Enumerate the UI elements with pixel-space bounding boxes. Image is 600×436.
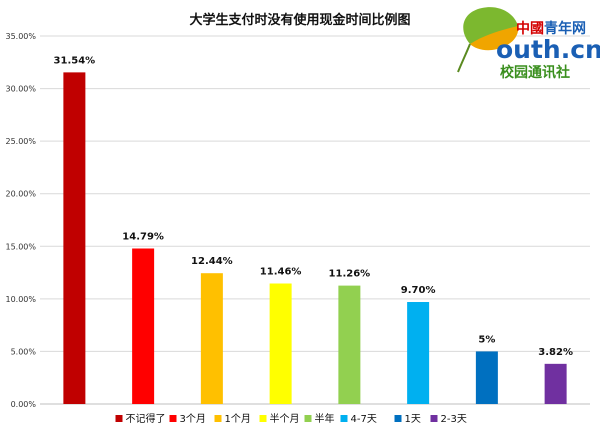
bar-1 bbox=[63, 72, 86, 404]
logo-china-text: 中國 bbox=[516, 20, 544, 37]
bars bbox=[63, 72, 567, 404]
bar-3 bbox=[200, 273, 223, 404]
y-tick-label: 35.00% bbox=[5, 32, 36, 41]
legend-label: 4-7天 bbox=[351, 414, 377, 425]
y-axis-ticks: 0.00% 5.00% 10.00% 15.00% 20.00% 25.00% 30.00%… bbox=[5, 32, 36, 409]
legend-swatch bbox=[304, 415, 312, 422]
bar-7 bbox=[475, 351, 498, 404]
logo-domain-text: outh.cn bbox=[496, 35, 600, 64]
legend-label: 1天 bbox=[405, 414, 421, 425]
legend-swatch bbox=[394, 415, 402, 422]
legend-swatch bbox=[340, 415, 348, 422]
legend-swatch bbox=[169, 415, 177, 422]
legend-swatch bbox=[259, 415, 267, 422]
y-tick-label: 0.00% bbox=[11, 400, 37, 409]
legend-label: 半年 bbox=[315, 412, 335, 425]
data-label: 11.46% bbox=[260, 267, 302, 278]
data-label: 9.70% bbox=[401, 285, 436, 296]
data-label: 14.79% bbox=[122, 231, 164, 242]
legend: 不记得了 3个月 1个月 半个月 半年 4-7天 1天 2-3天 bbox=[115, 412, 467, 425]
bar-6 bbox=[407, 302, 430, 404]
bar-5 bbox=[338, 285, 361, 404]
y-tick-label: 10.00% bbox=[5, 295, 36, 304]
data-label: 11.26% bbox=[329, 269, 371, 280]
data-label: 12.44% bbox=[191, 256, 233, 267]
legend-label: 3个月 bbox=[180, 413, 206, 425]
legend-swatch bbox=[115, 415, 123, 422]
bar-4 bbox=[269, 283, 292, 404]
ginkgo-leaf-icon bbox=[457, 7, 519, 73]
bar-2 bbox=[132, 248, 155, 404]
legend-label: 2-3天 bbox=[441, 414, 467, 425]
data-labels: 31.54% 14.79% 12.44% 11.46% 11.26% 9.70% 5% 3.8… bbox=[54, 55, 573, 357]
y-tick-label: 30.00% bbox=[5, 85, 36, 94]
legend-label: 1个月 bbox=[225, 413, 251, 425]
legend-swatch bbox=[214, 415, 222, 422]
y-tick-label: 5.00% bbox=[11, 347, 37, 356]
gridlines bbox=[40, 35, 590, 405]
y-tick-label: 25.00% bbox=[5, 137, 36, 146]
bar-8 bbox=[544, 363, 567, 404]
y-tick-label: 20.00% bbox=[5, 190, 36, 199]
logo-campus-text: 校园通讯社 bbox=[500, 64, 570, 81]
legend-label: 不记得了 bbox=[126, 413, 166, 425]
youth-cn-logo: 中國青年网 outh.cn 校园通讯社 bbox=[457, 7, 600, 81]
data-label: 31.54% bbox=[54, 55, 96, 66]
legend-label: 半个月 bbox=[270, 412, 300, 425]
chart-title: 大学生支付时没有使用现金时间比例图 bbox=[189, 12, 410, 28]
svg-text:中國青年网: 中國青年网 bbox=[516, 20, 586, 37]
legend-swatch bbox=[430, 415, 438, 422]
y-tick-label: 15.00% bbox=[5, 242, 36, 251]
logo-qingnianwang-text: 青年网 bbox=[544, 20, 586, 37]
data-label: 3.82% bbox=[538, 347, 573, 358]
data-label: 5% bbox=[478, 334, 495, 345]
